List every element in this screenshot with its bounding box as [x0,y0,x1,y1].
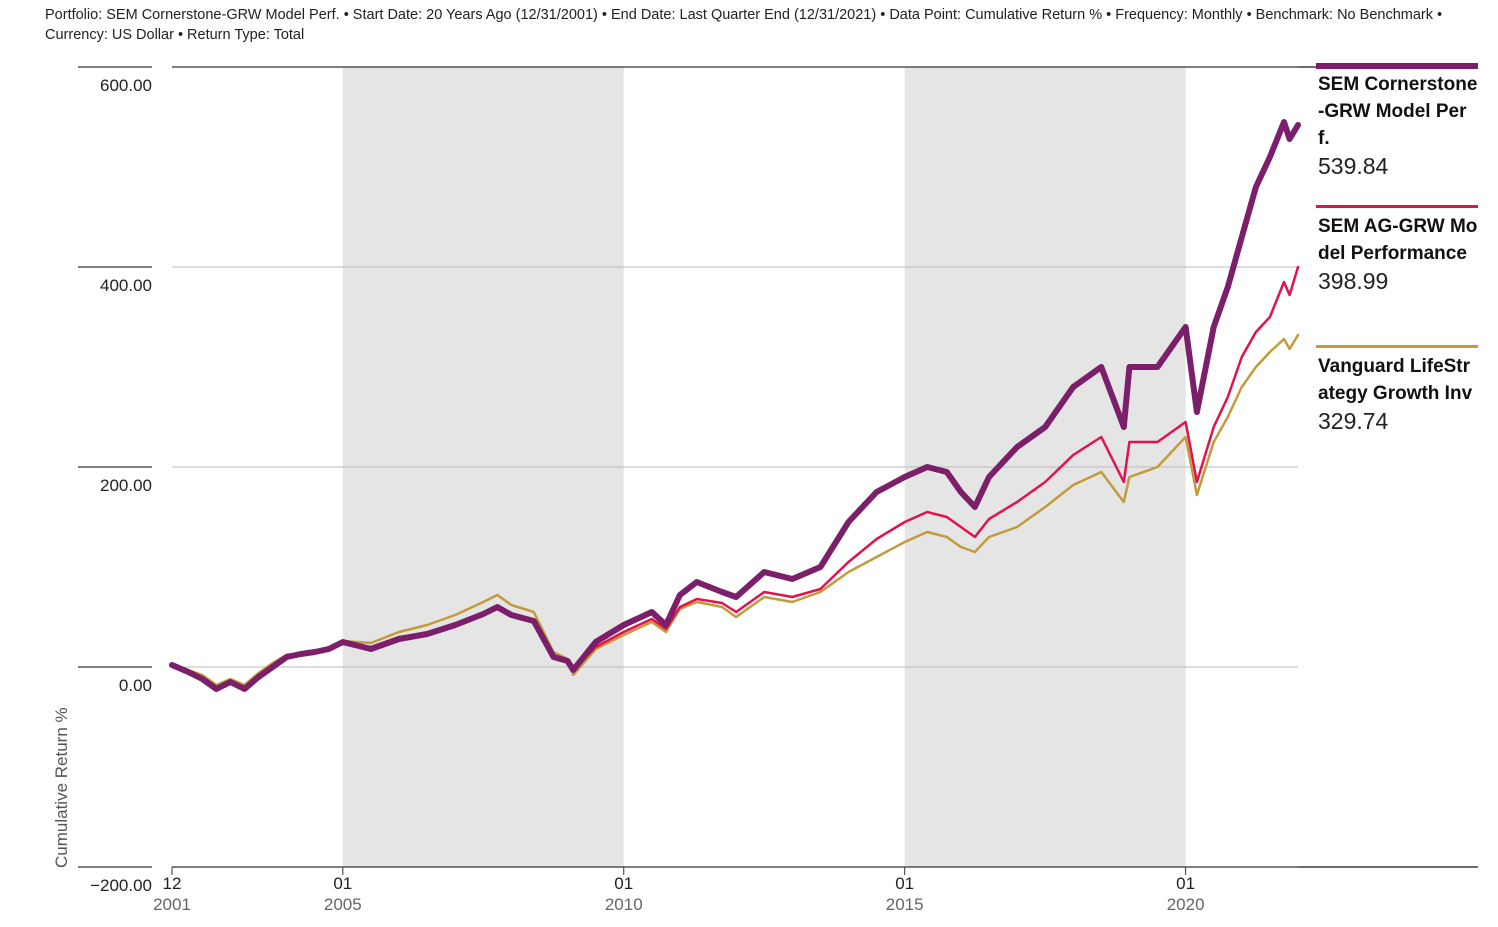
legend-swatch [1316,345,1478,348]
x-tick-month: 01 [614,874,633,893]
x-tick-month: 01 [895,874,914,893]
y-axis-label: Cumulative Return % [52,707,71,868]
x-tick-labels: 12 2001 01 2005 01 2010 01 2015 01 2020 [153,867,1205,914]
legend-series-name: SEM AG-GRW Model Performance [1318,216,1478,264]
series-line-0 [169,119,1301,692]
chart-subtitle: Portfolio: SEM Cornerstone-GRW Model Per… [45,7,1443,43]
legend-swatch [1316,205,1478,208]
x-tick-month: 01 [333,874,352,893]
legend-series-name: SEM Cornerstone-GRW Model Perf. [1318,74,1478,149]
x-tick-year: 2015 [886,895,924,914]
legend-series-value: 329.74 [1318,408,1389,434]
y-tick-label: 200.00 [100,476,152,495]
legend-series-value: 539.84 [1318,153,1389,179]
series-lines [169,119,1301,692]
legend-series-name: Vanguard LifeStrategy Growth Inv [1318,356,1473,404]
legend-entry-1: SEM AG-GRW Model Performance 398.99 [1316,205,1478,295]
x-tick-year: 2001 [153,895,191,914]
legend-entry-0: SEM Cornerstone-GRW Model Perf. 539.84 [1316,63,1478,180]
y-tick-label: −200.00 [90,876,152,895]
x-tick-year: 2010 [605,895,643,914]
y-tick-label: 600.00 [100,76,152,95]
legend-series-value: 398.99 [1318,268,1389,294]
grid-lines [78,66,1478,868]
x-tick-month: 12 [163,874,182,893]
legend-swatch [1316,63,1478,69]
x-tick-month: 01 [1176,874,1195,893]
y-tick-label: 0.00 [119,676,152,695]
legend-entry-2: Vanguard LifeStrategy Growth Inv 329.74 [1316,345,1478,435]
y-tick-label: 400.00 [100,276,152,295]
x-tick-year: 2005 [324,895,362,914]
y-tick-labels: 600.00 400.00 200.00 0.00 −200.00 [90,76,152,895]
x-tick-year: 2020 [1167,895,1205,914]
